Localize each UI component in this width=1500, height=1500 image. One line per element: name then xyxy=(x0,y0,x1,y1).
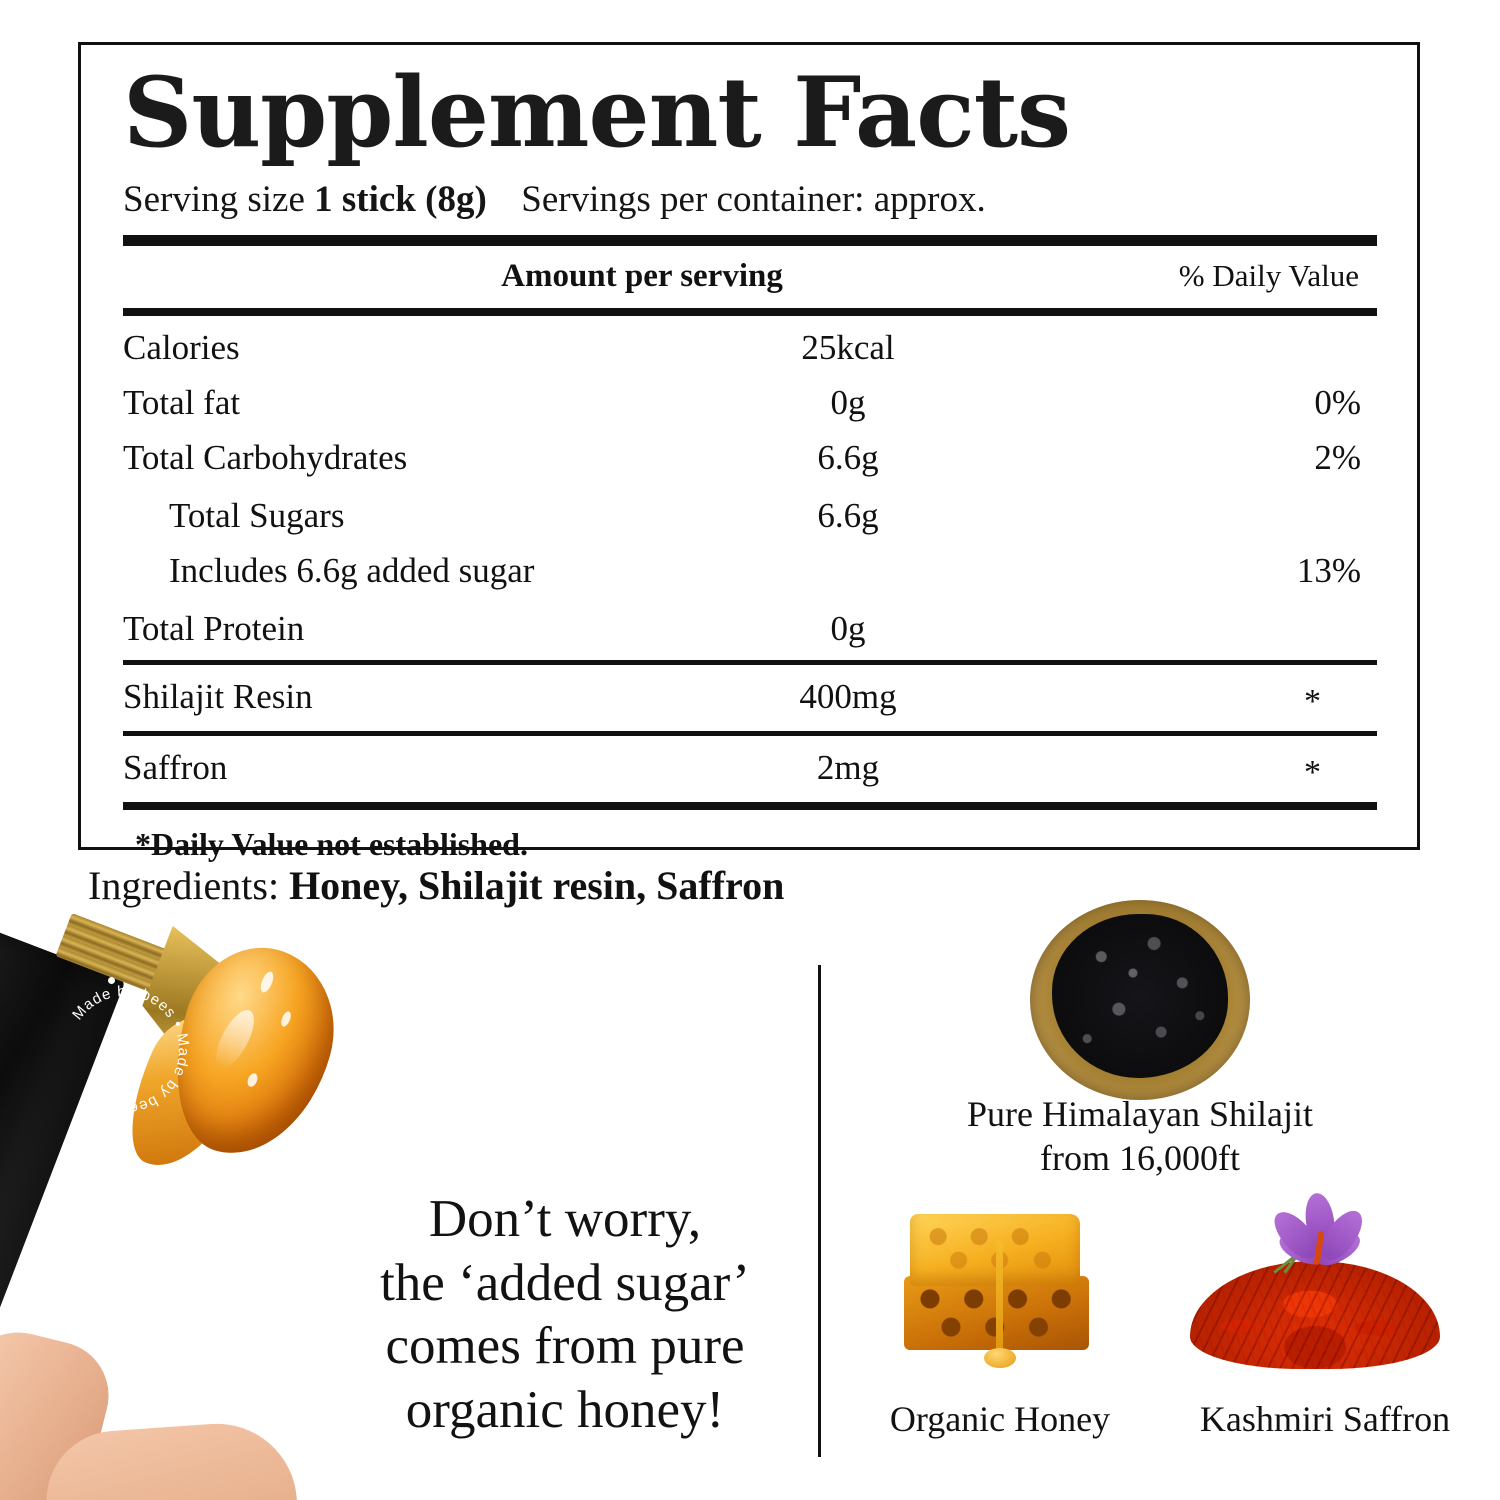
row-daily-value: 13% xyxy=(1296,550,1361,590)
rule-between-actives xyxy=(123,730,1377,736)
table-row: Shilajit Resin 400mg * xyxy=(123,673,1377,731)
supplement-facts-panel: Supplement Facts Serving size 1 stick (8… xyxy=(78,42,1420,862)
row-label: Calories xyxy=(123,327,240,367)
crocus-flower xyxy=(1266,1191,1370,1274)
row-daily-value: * xyxy=(1304,682,1321,720)
rule-above-shilajit xyxy=(123,659,1377,665)
table-row: Saffron 2mg * xyxy=(123,744,1377,802)
made-by-bees-ring-text: Made by bees • Made by bees • xyxy=(43,966,210,1134)
row-label: Total Sugars xyxy=(169,495,345,535)
ingredients-list: Honey, Shilajit resin, Saffron xyxy=(289,863,785,908)
shilajit-bowl-image xyxy=(1030,900,1250,1100)
table-row: Total Protein 0g xyxy=(123,605,1377,660)
ingredients-line: Ingredients: Honey, Shilajit resin, Saff… xyxy=(88,862,784,909)
row-amount: 2mg xyxy=(816,747,880,787)
copy-line-3: comes from pure xyxy=(385,1317,745,1376)
servings-per-container: Servings per container: approx. xyxy=(521,178,986,220)
row-amount: 6.6g xyxy=(817,495,879,535)
saffron-thread-texture xyxy=(1190,1261,1440,1369)
row-label: Total Protein xyxy=(123,608,305,648)
honeycomb-image xyxy=(900,1210,1100,1370)
shilajit-resin-chunks xyxy=(1052,914,1228,1078)
row-label: Saffron xyxy=(123,747,228,787)
honey-drizzle xyxy=(996,1240,1003,1352)
copy-line-4: organic honey! xyxy=(405,1380,725,1439)
supplement-facts-content: Supplement Facts Serving size 1 stick (8… xyxy=(123,56,1377,863)
vertical-divider xyxy=(818,965,821,1457)
column-header-amount: Amount per serving xyxy=(501,257,783,294)
table-row: Includes 6.6g added sugar 13% xyxy=(123,547,1377,605)
column-header-daily-value: % Daily Value xyxy=(1178,257,1359,293)
copy-line-2: the ‘added sugar’ xyxy=(380,1253,750,1312)
page-title: Supplement Facts xyxy=(123,56,1071,169)
rule-top xyxy=(123,234,1377,246)
ring-dot-icon xyxy=(108,977,115,984)
row-daily-value: 2% xyxy=(1314,437,1361,477)
copy-line-1: Don’t worry, xyxy=(428,1190,702,1248)
spacer xyxy=(123,665,1377,673)
ingredients-label: Ingredients: xyxy=(88,863,280,908)
rule-under-header xyxy=(123,307,1377,316)
row-label: Shilajit Resin xyxy=(123,676,313,716)
table-row: Total Carbohydrates 6.6g 2% xyxy=(123,434,1377,492)
marketing-copy: Don’t worry, the ‘added sugar’ comes fro… xyxy=(330,1188,800,1442)
saffron-image xyxy=(1190,1191,1440,1375)
saffron-caption: Kashmiri Saffron xyxy=(1199,1399,1451,1439)
honey-stick-photo: Made by bees • Made by bees • Bett xyxy=(0,905,380,1500)
row-label: Total Carbohydrates xyxy=(123,437,408,477)
row-amount: 0g xyxy=(830,382,866,422)
row-label: Includes 6.6g added sugar xyxy=(169,550,535,590)
honeycomb-upper-block xyxy=(910,1214,1080,1286)
row-daily-value: * xyxy=(1304,753,1321,791)
row-label: Total fat xyxy=(123,382,241,422)
row-amount: 400mg xyxy=(799,676,897,716)
serving-size-label: Serving size xyxy=(123,178,305,220)
table-row: Total Sugars 6.6g xyxy=(123,492,1377,547)
spacer xyxy=(123,316,1377,324)
table-row: Total fat 0g 0% xyxy=(123,379,1377,434)
spacer xyxy=(123,736,1377,744)
serving-info: Serving size 1 stick (8g) Servings per c… xyxy=(123,178,1377,221)
footnote: *Daily Value not established. xyxy=(135,825,528,862)
row-amount: 0g xyxy=(830,608,866,648)
row-amount: 6.6g xyxy=(817,437,879,477)
row-amount: 25kcal xyxy=(801,327,895,367)
row-daily-value: 0% xyxy=(1314,382,1361,422)
shilajit-caption: Pure Himalayan Shilajit from 16,000ft xyxy=(905,1093,1375,1181)
made-by-bees-text: Made by bees • Made by bees • xyxy=(43,966,210,1134)
shilajit-caption-line-2: from 16,000ft xyxy=(1040,1137,1240,1178)
honey-droplet xyxy=(984,1348,1016,1368)
serving-size-value: 1 stick (8g) xyxy=(314,178,487,220)
table-row: Calories 25kcal xyxy=(123,324,1377,379)
shilajit-caption-line-1: Pure Himalayan Shilajit xyxy=(967,1094,1313,1134)
table-header-row: Amount per serving % Daily Value xyxy=(123,246,1377,308)
rule-bottom xyxy=(123,801,1377,810)
honey-caption: Organic Honey xyxy=(889,1399,1111,1439)
